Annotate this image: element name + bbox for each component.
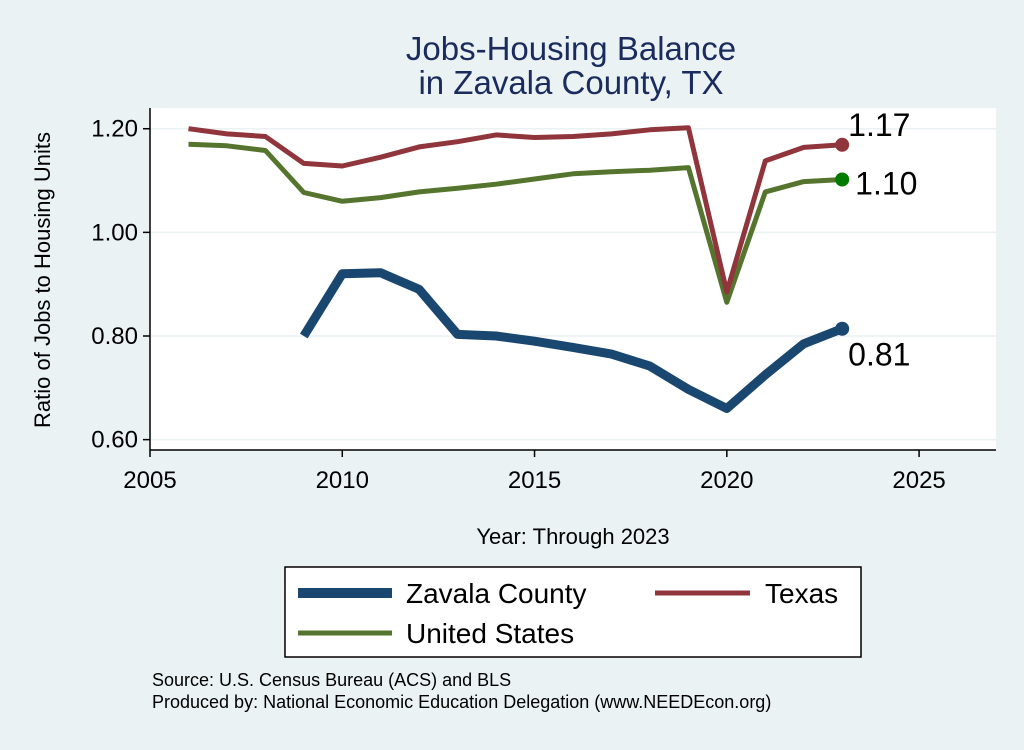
grid bbox=[150, 127, 996, 441]
end-marker-zavala-county bbox=[835, 321, 850, 336]
series-line-texas bbox=[188, 125, 843, 295]
end-label-texas: 1.17 bbox=[848, 107, 910, 143]
series bbox=[188, 125, 850, 413]
series-line-united-states bbox=[188, 141, 843, 305]
x-tick-label: 2015 bbox=[508, 467, 561, 494]
axes: 0.60 0.80 1.00 1.20 2005 2010 2015 2020 2025 bbox=[91, 108, 996, 494]
end-labels: 0.81 1.17 1.10 bbox=[848, 107, 917, 373]
y-tick-label: 1.00 bbox=[91, 219, 138, 246]
legend-label-united-states: United States bbox=[406, 618, 574, 649]
legend-label-zavala-county: Zavala County bbox=[406, 578, 587, 609]
y-tick-label: 0.60 bbox=[91, 427, 138, 454]
x-tick-label: 2010 bbox=[316, 467, 369, 494]
plot-area bbox=[150, 108, 996, 450]
end-label-zavala-county: 0.81 bbox=[848, 337, 910, 373]
x-tick-label: 2025 bbox=[892, 467, 945, 494]
legend: Zavala County Texas United States bbox=[284, 566, 862, 658]
y-axis-title: Ratio of Jobs to Housing Units bbox=[30, 132, 55, 428]
chart-title-line-1: Jobs-Housing Balance bbox=[406, 30, 736, 67]
legend-label-texas: Texas bbox=[765, 578, 838, 609]
end-marker-united-states bbox=[835, 172, 850, 187]
x-axis-title: Year: Through 2023 bbox=[476, 524, 669, 549]
legend-box bbox=[284, 566, 862, 658]
end-marker-texas bbox=[835, 137, 850, 152]
chart-title-line-2: in Zavala County, TX bbox=[418, 64, 723, 101]
end-label-united-states: 1.10 bbox=[855, 166, 917, 202]
x-tick-label: 2020 bbox=[700, 467, 753, 494]
y-tick-label: 0.80 bbox=[91, 323, 138, 350]
y-tick-label: 1.20 bbox=[91, 116, 138, 143]
produced-by-note: Produced by: National Economic Education… bbox=[152, 692, 771, 712]
x-tick-label: 2005 bbox=[123, 467, 176, 494]
series-line-zavala-county bbox=[299, 268, 844, 413]
source-note: Source: U.S. Census Bureau (ACS) and BLS bbox=[152, 670, 511, 690]
